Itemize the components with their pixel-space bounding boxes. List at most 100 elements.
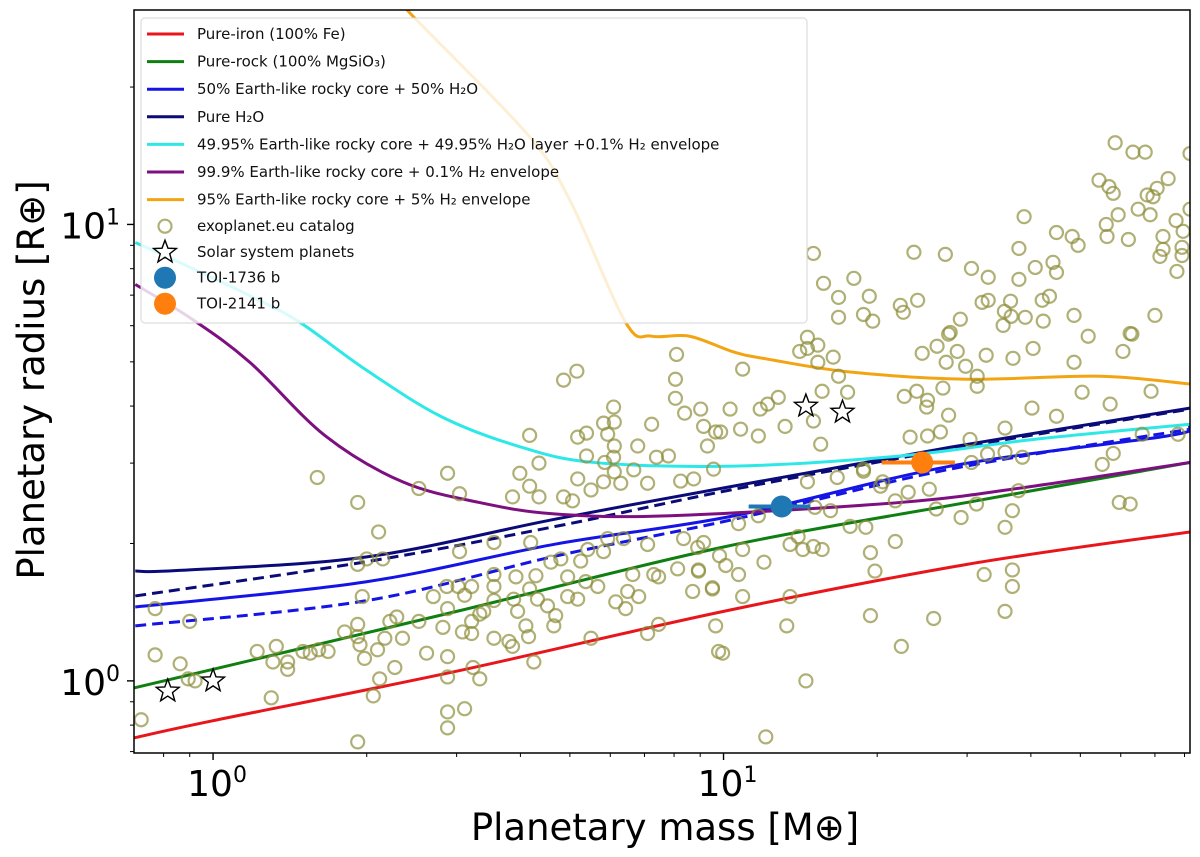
- catalog-point: [454, 624, 471, 640]
- catalog-point: [711, 548, 728, 564]
- catalog-point: [1045, 254, 1061, 270]
- catalog-point: [172, 656, 188, 672]
- catalog-point: [914, 345, 930, 361]
- catalog-point: [354, 588, 370, 605]
- catalog-point: [969, 368, 985, 384]
- catalog-point: [677, 405, 693, 421]
- catalog-point: [782, 536, 798, 553]
- catalog-point: [569, 363, 585, 379]
- legend-catalog-marker: [157, 218, 173, 234]
- catalog-point: [978, 347, 994, 363]
- catalog-point: [813, 436, 829, 452]
- model-curve-0: [134, 530, 1190, 740]
- catalog-point: [570, 591, 586, 607]
- catalog-point: [929, 338, 945, 354]
- model-curve-2: [135, 425, 1190, 609]
- catalog-point: [302, 645, 318, 661]
- catalog-point: [626, 462, 642, 478]
- catalog-point: [1005, 350, 1021, 366]
- catalog-point: [861, 288, 877, 304]
- catalog-point: [439, 669, 456, 685]
- catalog-point: [995, 317, 1011, 333]
- catalog-point: [375, 551, 391, 567]
- catalog-point: [650, 616, 667, 632]
- catalog-point: [522, 581, 538, 597]
- tick-exponent: 1: [106, 205, 120, 230]
- catalog-point: [1041, 288, 1058, 304]
- catalog-point: [1004, 562, 1020, 578]
- catalog-point: [523, 534, 539, 551]
- catalog-point: [522, 478, 538, 494]
- catalog-point: [708, 424, 724, 440]
- solar-system-star: [829, 398, 856, 424]
- catalog-point: [295, 643, 311, 660]
- catalog-point: [814, 383, 830, 399]
- tick-base: 10: [60, 206, 106, 247]
- catalog-point: [969, 378, 985, 394]
- catalog-point: [805, 245, 822, 262]
- catalog-point: [980, 269, 996, 285]
- legend-label: Solar system planets: [197, 243, 354, 261]
- catalog-point: [937, 246, 953, 262]
- catalog-point: [1011, 240, 1027, 257]
- catalog-point: [790, 529, 806, 545]
- catalog-point: [644, 416, 660, 432]
- catalog-point: [508, 569, 524, 585]
- highlight-markers: [154, 392, 955, 703]
- catalog-point: [953, 509, 969, 526]
- catalog-point: [1048, 264, 1065, 281]
- catalog-point: [640, 475, 656, 491]
- catalog-point: [997, 519, 1013, 535]
- catalog-point: [526, 654, 542, 670]
- legend-label: Pure H₂O: [197, 108, 264, 126]
- catalog-point: [1169, 263, 1185, 280]
- catalog-point: [805, 413, 822, 429]
- catalog-point: [457, 587, 473, 603]
- catalog-point: [504, 489, 521, 505]
- catalog-point: [909, 383, 925, 399]
- catalog-point: [839, 384, 856, 400]
- catalog-point: [830, 309, 847, 325]
- catalog-point: [938, 354, 954, 370]
- catalog-point: [510, 603, 526, 619]
- catalog-point: [1174, 247, 1190, 264]
- catalog-point: [1011, 271, 1027, 287]
- catalog-point: [457, 701, 473, 717]
- catalog-point: [356, 650, 373, 667]
- catalog-point: [1174, 239, 1190, 255]
- legend-label: 49.95% Earth-like rocky core + 49.95% H₂…: [197, 135, 719, 153]
- catalog-point: [902, 429, 918, 445]
- catalog-point: [1110, 207, 1126, 223]
- target-toi-1736-b: [748, 495, 811, 518]
- catalog-point: [1160, 171, 1176, 187]
- catalog-point: [699, 438, 716, 454]
- catalog-point: [1155, 241, 1171, 257]
- catalog-point: [928, 501, 944, 517]
- catalog-point: [337, 624, 353, 640]
- catalog-point: [595, 474, 612, 490]
- catalog-point: [670, 561, 686, 577]
- catalog-point: [668, 346, 685, 363]
- catalog-point: [941, 326, 957, 342]
- catalog-point: [730, 516, 747, 532]
- solar-system-star: [199, 666, 227, 693]
- catalog-point: [952, 311, 968, 327]
- catalog-point: [1066, 354, 1082, 370]
- catalog-point: [570, 471, 586, 487]
- catalog-point: [770, 389, 786, 405]
- catalog-point: [997, 420, 1013, 436]
- catalog-point: [631, 588, 647, 605]
- catalog-point: [311, 642, 327, 658]
- x-tick-label: 101: [698, 763, 758, 805]
- catalog-point: [798, 673, 814, 689]
- catalog-point: [564, 493, 581, 509]
- catalog-point: [855, 461, 872, 477]
- catalog-point: [1170, 426, 1186, 442]
- catalog-point: [1010, 483, 1026, 499]
- catalog-point: [792, 343, 808, 360]
- catalog-point: [735, 588, 751, 605]
- tick-base: 10: [60, 663, 106, 704]
- catalog-point: [350, 494, 366, 511]
- catalog-point: [439, 600, 456, 617]
